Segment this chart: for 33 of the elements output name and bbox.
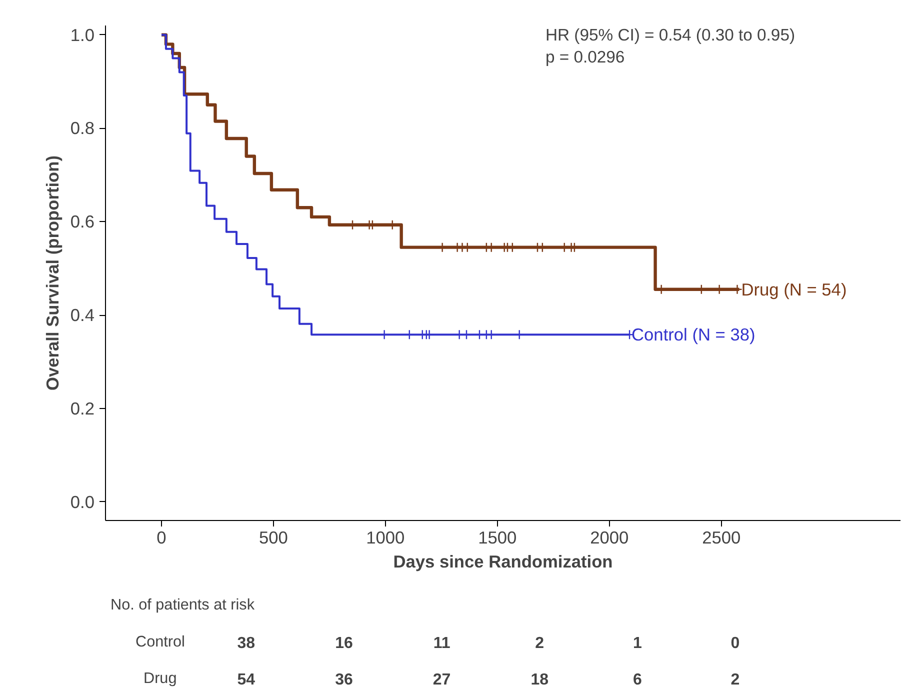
x-tick-label: 1000	[366, 528, 405, 548]
text: 18	[530, 672, 549, 688]
text: 27	[432, 672, 451, 688]
text: 6	[632, 672, 642, 688]
text: No. of patients at risk	[110, 596, 255, 614]
x-tick-label: 500	[259, 528, 288, 548]
text: Drug	[144, 670, 177, 687]
x-axis-title: Days since Randomization	[393, 552, 613, 572]
text: 38	[237, 634, 256, 652]
y-tick-label: 0.6	[70, 212, 95, 232]
x-tick-label: 2000	[590, 528, 629, 548]
text: 16	[335, 634, 353, 652]
text: Control	[136, 633, 185, 650]
annotation: p = 0.0296	[546, 47, 625, 66]
text: 1	[632, 634, 642, 652]
y-tick-label: 0.2	[70, 398, 95, 418]
text: 36	[335, 672, 353, 688]
x-tick-label: 1500	[478, 528, 517, 548]
text: 11	[433, 634, 450, 652]
y-tick-label: 0.8	[70, 118, 95, 138]
series-label: Control (N = 38)	[632, 324, 756, 345]
y-tick-label: 1.0	[70, 24, 95, 45]
x-tick-label: 2500	[702, 528, 741, 548]
annotation: HR (95% CI) = 0.54 (0.30 to 0.95)	[546, 25, 796, 44]
text: 2	[535, 634, 544, 652]
y-tick-label: 0.4	[70, 305, 95, 326]
x-tick-label: 0	[156, 528, 166, 548]
y-axis-title: Overall Survival (proportion)	[42, 156, 62, 390]
text: 54	[237, 672, 256, 688]
series-label: Drug (N = 54)	[741, 279, 847, 300]
y-tick-label: 0.0	[70, 492, 95, 512]
text: 2	[730, 672, 740, 688]
text: 0	[730, 634, 740, 652]
